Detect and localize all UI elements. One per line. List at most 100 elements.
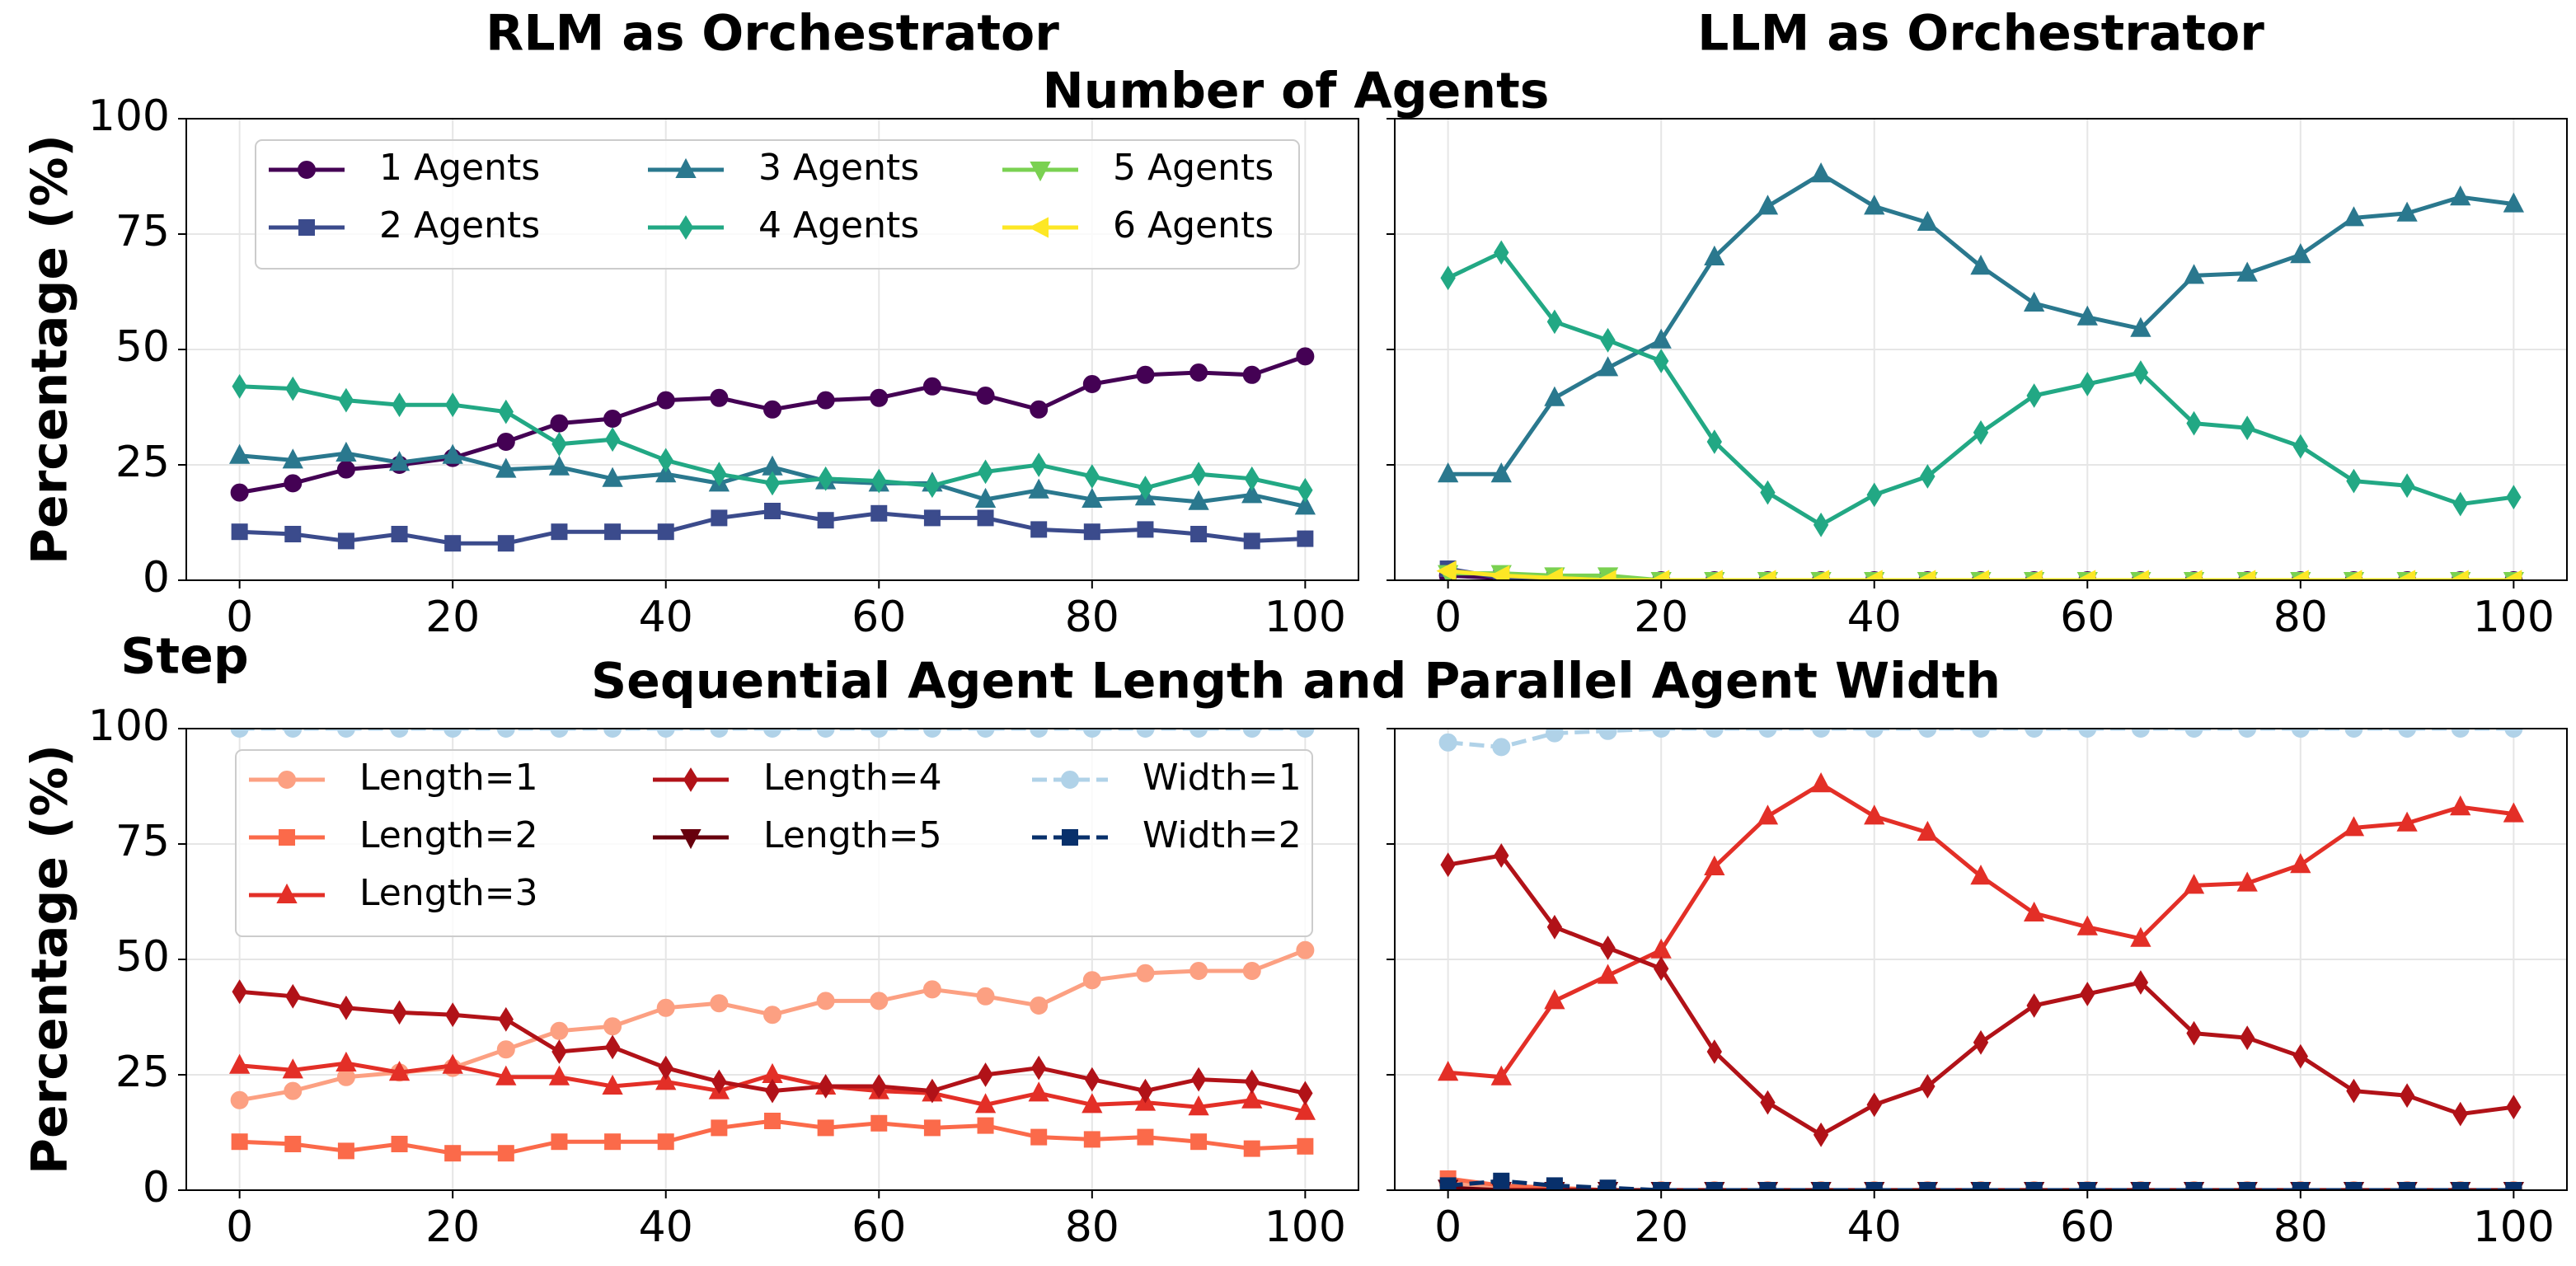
marker bbox=[2025, 729, 2043, 738]
row-title: Sequential Agent Length and Parallel Age… bbox=[591, 653, 2001, 710]
marker bbox=[2343, 816, 2365, 837]
x-tick-label: 80 bbox=[2273, 593, 2328, 642]
marker bbox=[922, 980, 941, 999]
marker bbox=[2078, 729, 2097, 738]
series-layer bbox=[1437, 729, 2525, 1190]
marker bbox=[282, 448, 303, 469]
marker bbox=[390, 729, 409, 738]
marker bbox=[764, 1078, 781, 1104]
marker bbox=[1296, 347, 1315, 366]
marker bbox=[711, 462, 727, 487]
marker bbox=[978, 1062, 993, 1087]
marker bbox=[445, 392, 461, 418]
marker bbox=[336, 729, 355, 738]
marker bbox=[603, 410, 622, 428]
marker bbox=[1597, 964, 1619, 984]
x-tick-label: 40 bbox=[1847, 1203, 1902, 1252]
marker bbox=[2503, 192, 2525, 213]
marker bbox=[2396, 811, 2418, 832]
marker bbox=[1031, 452, 1047, 477]
x-axis-label: Step bbox=[120, 628, 249, 686]
marker bbox=[763, 1006, 781, 1025]
marker bbox=[710, 729, 729, 738]
marker bbox=[1436, 560, 1457, 580]
marker bbox=[870, 1114, 888, 1132]
marker bbox=[2290, 243, 2311, 264]
marker bbox=[656, 391, 675, 410]
marker bbox=[1968, 570, 1989, 580]
marker bbox=[1652, 729, 1671, 738]
marker bbox=[2080, 982, 2095, 1006]
marker bbox=[1082, 375, 1101, 393]
marker bbox=[976, 387, 995, 405]
row-title: Number of Agents bbox=[1043, 63, 1550, 120]
marker bbox=[817, 512, 834, 529]
marker bbox=[1242, 729, 1261, 738]
marker bbox=[1030, 1128, 1048, 1146]
marker bbox=[1918, 729, 1937, 738]
marker bbox=[1862, 570, 1883, 580]
marker bbox=[1813, 1182, 1830, 1190]
marker bbox=[2183, 264, 2205, 284]
marker bbox=[1188, 490, 1209, 510]
marker bbox=[923, 509, 941, 527]
marker bbox=[2026, 383, 2042, 408]
marker bbox=[1190, 1067, 1207, 1092]
marker bbox=[1706, 1182, 1723, 1190]
marker bbox=[1244, 466, 1260, 491]
marker bbox=[2076, 570, 2096, 580]
x-tick-label: 80 bbox=[2273, 1203, 2328, 1252]
legend-label: 5 Agents bbox=[1113, 147, 1274, 189]
marker bbox=[1599, 1179, 1616, 1190]
x-tick-label: 60 bbox=[852, 1203, 906, 1252]
marker bbox=[1813, 1122, 1829, 1147]
marker bbox=[442, 1053, 463, 1074]
marker bbox=[231, 1133, 248, 1151]
marker bbox=[1600, 327, 1616, 353]
marker bbox=[1546, 309, 1563, 335]
legend-marker bbox=[680, 829, 701, 850]
marker bbox=[763, 400, 781, 419]
legend-label: 1 Agents bbox=[379, 147, 540, 189]
marker bbox=[2502, 570, 2522, 580]
marker bbox=[2450, 795, 2471, 816]
marker bbox=[2079, 1182, 2096, 1190]
marker bbox=[710, 388, 729, 407]
marker bbox=[285, 983, 301, 1009]
marker bbox=[1241, 483, 1263, 504]
marker bbox=[1493, 1172, 1510, 1189]
marker bbox=[1082, 1093, 1103, 1114]
marker bbox=[1598, 729, 1617, 740]
marker bbox=[1437, 462, 1459, 483]
marker bbox=[1706, 429, 1722, 454]
marker bbox=[1919, 1182, 1936, 1190]
marker bbox=[710, 994, 729, 1013]
marker bbox=[1973, 1182, 1989, 1190]
legend-label: 2 Agents bbox=[379, 204, 540, 246]
marker bbox=[816, 391, 835, 410]
marker bbox=[2345, 1182, 2363, 1190]
marker bbox=[2505, 1182, 2522, 1190]
x-tick-label: 100 bbox=[2473, 593, 2555, 642]
marker bbox=[2450, 185, 2471, 206]
marker bbox=[870, 992, 889, 1010]
marker bbox=[602, 467, 623, 487]
marker bbox=[337, 1142, 354, 1160]
x-tick-label: 60 bbox=[2060, 1203, 2114, 1252]
series-layer bbox=[228, 347, 1316, 552]
marker bbox=[1030, 729, 1049, 738]
marker bbox=[977, 1117, 994, 1134]
marker bbox=[2288, 570, 2309, 580]
legend-marker bbox=[1028, 217, 1049, 238]
marker bbox=[604, 523, 622, 541]
marker bbox=[1242, 962, 1261, 980]
y-tick-label: 100 bbox=[88, 91, 170, 141]
marker bbox=[603, 1017, 622, 1036]
marker bbox=[2076, 915, 2098, 935]
marker bbox=[1437, 1061, 1459, 1081]
marker bbox=[1809, 570, 1830, 580]
marker bbox=[1546, 1177, 1563, 1190]
marker bbox=[1654, 349, 1669, 373]
